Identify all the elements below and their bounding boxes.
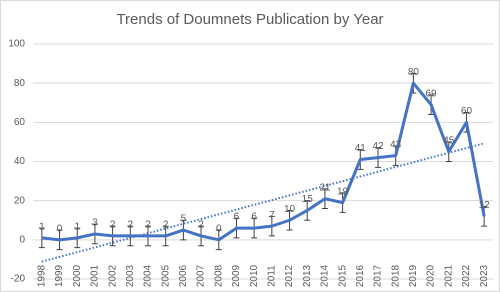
x-tick-label: 1998 xyxy=(36,264,47,287)
trendline xyxy=(41,142,485,263)
x-tick-label: 2010 xyxy=(249,264,260,287)
x-tick-label: 2018 xyxy=(390,264,401,287)
x-tick-label: 2012 xyxy=(284,264,295,287)
data-label: 21 xyxy=(319,182,331,193)
data-label: 0 xyxy=(57,223,63,234)
x-tick-label: 2021 xyxy=(443,264,454,287)
x-tick-label: 2001 xyxy=(90,264,101,287)
x-tick-label: 2003 xyxy=(125,264,136,287)
x-tick-label: 2011 xyxy=(266,265,277,287)
x-tick-label: 2002 xyxy=(107,264,118,287)
data-label: 80 xyxy=(408,67,420,78)
x-tick-label: 2019 xyxy=(408,264,419,287)
data-label: 43 xyxy=(390,139,402,150)
data-label: 1 xyxy=(39,222,45,233)
data-label: 15 xyxy=(302,194,314,205)
x-tick-label: 2009 xyxy=(231,264,242,287)
data-label: 2 xyxy=(110,220,116,231)
x-tick-label: 2016 xyxy=(355,264,366,287)
data-label: 1 xyxy=(74,222,80,233)
x-tick-label: 2017 xyxy=(373,264,384,287)
x-tick-label: 2005 xyxy=(160,264,171,287)
data-label: 12 xyxy=(479,200,491,211)
x-tick-label: 2020 xyxy=(426,264,437,287)
y-tick-label: 60 xyxy=(14,117,26,128)
x-tick-label: 2007 xyxy=(196,264,207,287)
x-tick-label: 2014 xyxy=(320,264,331,287)
chart-title: Trends of Doumnets Publication by Year xyxy=(116,11,383,28)
x-tick-label: 1999 xyxy=(54,264,65,287)
data-label: 7 xyxy=(269,210,275,221)
x-tick-label: 2004 xyxy=(143,264,154,287)
data-label: 2 xyxy=(163,220,169,231)
y-tick-label: 100 xyxy=(8,39,25,50)
y-tick-label: 80 xyxy=(14,78,26,89)
x-tick-label: 2013 xyxy=(302,264,313,287)
y-tick-label: 0 xyxy=(19,234,25,245)
x-tick-label: 2015 xyxy=(337,264,348,287)
x-tick-label: 2006 xyxy=(178,264,189,287)
data-label: 2 xyxy=(198,220,204,231)
data-label: 41 xyxy=(355,143,367,154)
data-label: 42 xyxy=(372,141,384,152)
data-line xyxy=(41,81,486,242)
x-tick-label: 2008 xyxy=(213,264,224,287)
data-label: 6 xyxy=(251,212,257,223)
x-tick-label: 2022 xyxy=(461,264,472,287)
y-tick-label: 40 xyxy=(14,156,26,167)
data-label: 3 xyxy=(92,218,98,229)
data-label: 2 xyxy=(128,220,134,231)
data-label: 69 xyxy=(426,88,438,99)
data-label: 60 xyxy=(461,106,473,117)
data-label: 6 xyxy=(234,212,240,223)
data-label: 0 xyxy=(216,223,222,234)
y-tick-label: -20 xyxy=(11,274,26,285)
data-label: 10 xyxy=(284,204,296,215)
x-tick-label: 2023 xyxy=(479,264,490,287)
data-label: 45 xyxy=(443,135,455,146)
data-label: 19 xyxy=(337,186,349,197)
x-tick-label: 2000 xyxy=(72,264,83,287)
data-label: 5 xyxy=(181,214,187,225)
y-tick-label: 20 xyxy=(14,195,26,206)
data-label: 2 xyxy=(145,220,151,231)
